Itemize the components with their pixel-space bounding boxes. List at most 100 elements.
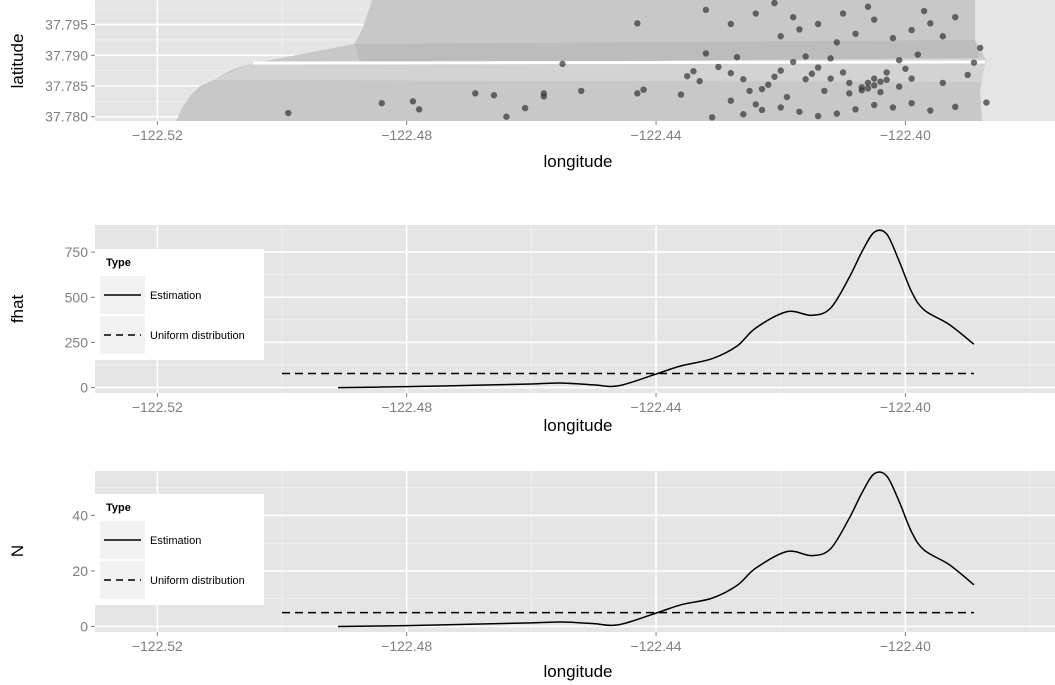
map-land-shape bbox=[975, 0, 1055, 121]
data-point bbox=[889, 104, 897, 111]
panel-map-y-ticks: 37.780 37.785 37.790 37.795 bbox=[45, 17, 95, 125]
x-tick-label: −122.40 bbox=[880, 399, 931, 415]
data-point bbox=[952, 13, 959, 21]
y-tick-label: 37.790 bbox=[45, 47, 88, 63]
y-tick-label: 250 bbox=[65, 334, 89, 350]
panel-map: −122.52 −122.48 −122.44 −122.40 37.78037.78… bbox=[8, 0, 1055, 171]
x-tick-label: −122.40 bbox=[880, 127, 931, 143]
data-point bbox=[839, 10, 847, 17]
legend-label-uniform: Uniform distribution bbox=[150, 575, 245, 587]
data-point bbox=[765, 81, 772, 88]
data-point bbox=[559, 60, 566, 68]
panel-n-y-axis-title: N bbox=[8, 545, 27, 557]
legend-label-uniform: Uniform distribution bbox=[150, 330, 245, 342]
panel-n-lines bbox=[282, 471, 975, 628]
panel-fhat-y-ticks: 0 250 500 750 bbox=[65, 244, 95, 396]
panel-fhat-x-axis-title: longitude bbox=[543, 416, 612, 435]
data-point bbox=[783, 93, 791, 101]
estimation-line bbox=[338, 229, 975, 389]
data-point bbox=[640, 86, 647, 93]
data-point bbox=[378, 99, 385, 107]
data-point bbox=[814, 20, 822, 28]
data-point bbox=[952, 103, 959, 111]
data-point bbox=[777, 104, 784, 111]
data-point bbox=[883, 69, 890, 76]
panel-fhat-lines bbox=[282, 229, 975, 389]
data-point bbox=[908, 26, 915, 34]
data-point bbox=[814, 64, 822, 71]
data-point bbox=[864, 85, 872, 92]
legend-label-estimation: Estimation bbox=[150, 290, 201, 302]
data-point bbox=[690, 68, 697, 75]
data-point bbox=[914, 51, 922, 58]
panel-fhat-x-ticks: −122.52 −122.48 −122.44 −122.40 bbox=[132, 393, 931, 415]
data-point bbox=[895, 56, 903, 64]
data-point bbox=[908, 99, 915, 107]
data-point bbox=[871, 75, 878, 82]
map-land-shape bbox=[355, 40, 980, 64]
data-point bbox=[852, 106, 859, 113]
data-point bbox=[702, 6, 710, 14]
data-point bbox=[472, 90, 479, 97]
data-point bbox=[833, 39, 841, 46]
data-point bbox=[758, 106, 766, 114]
data-point bbox=[970, 59, 978, 66]
y-tick-label: 37.785 bbox=[45, 78, 88, 94]
data-point bbox=[927, 107, 934, 114]
data-point bbox=[752, 101, 759, 108]
map-road bbox=[252, 60, 986, 65]
data-point bbox=[802, 76, 809, 83]
data-point bbox=[285, 109, 292, 117]
y-tick-label: 750 bbox=[65, 244, 89, 260]
data-point bbox=[864, 79, 872, 87]
data-point bbox=[771, 0, 778, 7]
data-point bbox=[976, 44, 984, 52]
data-point bbox=[409, 98, 417, 105]
data-point bbox=[833, 110, 841, 117]
data-point bbox=[814, 112, 822, 120]
panel-map-x-axis-title: longitude bbox=[543, 152, 612, 171]
data-point bbox=[796, 26, 803, 33]
data-point bbox=[540, 93, 548, 100]
data-point bbox=[871, 101, 878, 109]
data-point bbox=[871, 82, 878, 89]
panel-n-legend: Type Estimation Uniform distribution bbox=[95, 494, 264, 605]
x-tick-label: −122.44 bbox=[631, 399, 682, 415]
panel-n: −122.52 −122.48 −122.44 −122.40 0 20 40 longi… bbox=[8, 471, 1055, 681]
x-tick-label: −122.52 bbox=[132, 127, 183, 143]
data-point bbox=[503, 113, 510, 120]
data-point bbox=[827, 55, 834, 62]
data-point bbox=[634, 20, 641, 27]
data-point bbox=[415, 106, 423, 113]
panel-fhat-legend: Type Estimation Uniform distribution bbox=[95, 249, 264, 360]
x-tick-label: −122.52 bbox=[132, 638, 183, 654]
legend-title: Type bbox=[106, 502, 131, 514]
data-point bbox=[684, 72, 691, 80]
data-point bbox=[733, 53, 741, 61]
panel-map-y-axis-title: latitude bbox=[8, 34, 27, 89]
data-point bbox=[752, 10, 759, 17]
map-points bbox=[285, 0, 990, 121]
data-point bbox=[939, 33, 946, 40]
data-point bbox=[883, 76, 890, 84]
x-tick-label: −122.52 bbox=[132, 399, 183, 415]
data-point bbox=[802, 53, 809, 60]
data-point bbox=[740, 76, 747, 83]
data-point bbox=[727, 97, 735, 104]
panel-n-y-ticks: 0 20 40 bbox=[72, 507, 95, 634]
x-tick-label: −122.44 bbox=[631, 638, 682, 654]
data-point bbox=[490, 92, 498, 99]
data-point bbox=[871, 16, 878, 23]
data-point bbox=[740, 111, 747, 118]
data-point bbox=[578, 87, 585, 95]
x-tick-label: −122.44 bbox=[631, 127, 682, 143]
y-tick-label: 20 bbox=[72, 563, 88, 579]
data-point bbox=[927, 20, 934, 27]
data-point bbox=[708, 114, 716, 121]
data-point bbox=[727, 69, 735, 77]
data-point bbox=[777, 33, 784, 40]
panel-map-x-ticks: −122.52 −122.48 −122.44 −122.40 bbox=[132, 121, 931, 143]
data-point bbox=[895, 83, 903, 90]
data-point bbox=[864, 3, 872, 10]
data-point bbox=[902, 65, 909, 72]
